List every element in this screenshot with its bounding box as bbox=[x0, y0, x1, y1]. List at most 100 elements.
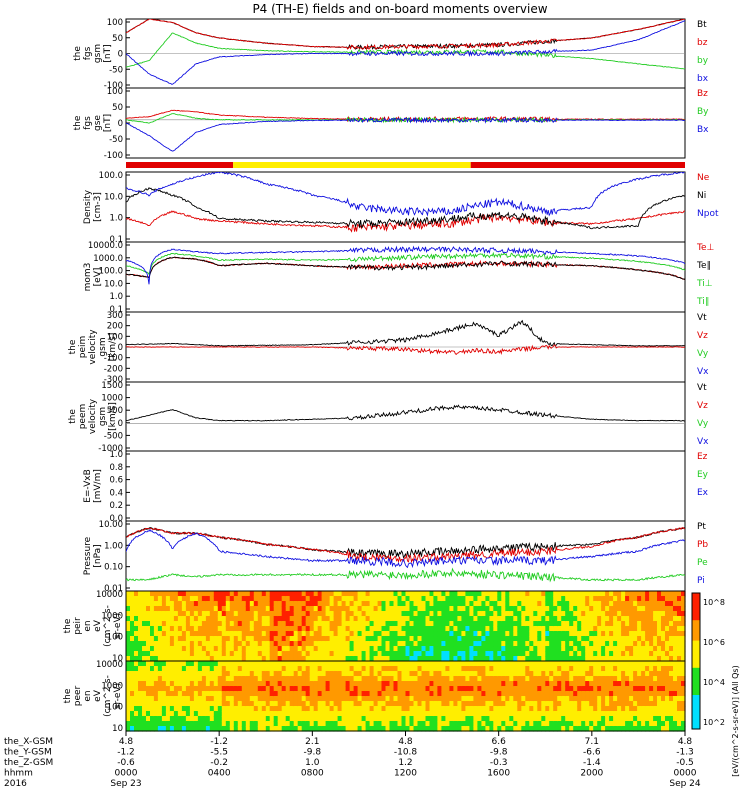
spectrogram-cell bbox=[637, 596, 642, 602]
spectrogram-cell bbox=[477, 701, 482, 707]
spectrogram-cell bbox=[142, 631, 147, 637]
spectrogram-cell bbox=[261, 726, 267, 732]
spectrogram-cell bbox=[637, 661, 642, 667]
spectrogram-cell bbox=[209, 706, 215, 712]
spectrogram-cell bbox=[281, 611, 287, 617]
spectrogram-cell bbox=[669, 626, 674, 632]
spectrogram-cell bbox=[349, 711, 355, 717]
spectrogram-cell bbox=[569, 701, 574, 707]
spectrogram-cell bbox=[629, 716, 634, 722]
spectrogram-cell bbox=[621, 661, 626, 667]
spectrogram-cell bbox=[589, 636, 594, 642]
spectrogram-cell bbox=[185, 646, 191, 652]
spectrogram-cell bbox=[309, 696, 315, 702]
spectrogram-cell bbox=[333, 606, 339, 612]
spectrogram-cell bbox=[142, 656, 147, 662]
legend-entry: Pi bbox=[697, 576, 705, 586]
spectrogram-cell bbox=[373, 651, 379, 657]
spectrogram-cell bbox=[134, 621, 139, 627]
spectrogram-cell bbox=[453, 716, 458, 722]
spectrogram-cell bbox=[437, 721, 442, 727]
spectrogram-cell bbox=[565, 631, 570, 637]
spectrogram-cell bbox=[489, 631, 494, 637]
colorbar-segment bbox=[692, 637, 700, 642]
spectrogram-cell bbox=[249, 706, 255, 712]
spectrogram-cell bbox=[509, 656, 514, 662]
spectrogram-cell bbox=[593, 666, 598, 672]
spectrogram-cell bbox=[213, 721, 219, 727]
spectrogram-cell bbox=[589, 626, 594, 632]
spectrogram-cell bbox=[181, 621, 187, 627]
spectrogram-cell bbox=[605, 611, 610, 617]
spectrogram-cell bbox=[585, 646, 590, 652]
spectrogram-cell bbox=[181, 606, 187, 612]
spectrogram-cell bbox=[189, 681, 195, 687]
spectrogram-cell bbox=[541, 591, 546, 597]
spectrogram-cell bbox=[585, 611, 590, 617]
spectrogram-cell bbox=[505, 726, 510, 732]
spectrogram-cell bbox=[142, 621, 147, 627]
spectrogram-cell bbox=[465, 691, 470, 697]
spectrogram-cell bbox=[553, 716, 558, 722]
spectrogram-cell bbox=[505, 591, 510, 597]
spectrogram-cell bbox=[613, 706, 618, 712]
spectrogram-cell bbox=[465, 721, 470, 727]
spectrogram-cell bbox=[601, 706, 606, 712]
spectrogram-cell bbox=[345, 701, 351, 707]
spectrogram-cell bbox=[469, 616, 474, 622]
spectrogram-cell bbox=[261, 701, 267, 707]
spectrogram-cell bbox=[225, 696, 231, 702]
spectrogram-cell bbox=[505, 611, 510, 617]
spectrogram-cell bbox=[361, 616, 367, 622]
spectrogram-cell bbox=[421, 696, 427, 702]
spectrogram-cell bbox=[525, 656, 530, 662]
spectrogram-cell bbox=[557, 621, 562, 627]
spectrogram-cell bbox=[265, 721, 271, 727]
spectrogram-cell bbox=[397, 631, 403, 637]
spectrogram-cell bbox=[533, 701, 538, 707]
spectrogram-cell bbox=[609, 631, 614, 637]
spectrogram-cell bbox=[609, 701, 614, 707]
legend-entry: bx bbox=[697, 74, 709, 84]
spectrogram-cell bbox=[649, 646, 654, 652]
spectrogram-cell bbox=[138, 591, 143, 597]
spectrogram-cell bbox=[297, 596, 303, 602]
colorbar-segment bbox=[692, 650, 700, 655]
spectrogram-cell bbox=[625, 656, 630, 662]
spectrogram-cell bbox=[665, 631, 670, 637]
y-axis-label: the peim velocity gsm [km/s] bbox=[68, 329, 118, 365]
spectrogram-cell bbox=[281, 631, 287, 637]
spectrogram-cell bbox=[397, 656, 403, 662]
spectrogram-cell bbox=[297, 611, 303, 617]
spectrogram-cell bbox=[473, 651, 478, 657]
spectrogram-cell bbox=[453, 661, 458, 667]
spectrogram-cell bbox=[441, 616, 446, 622]
spectrogram-cell bbox=[517, 631, 522, 637]
spectrogram-cell bbox=[525, 701, 530, 707]
spectrogram-cell bbox=[201, 696, 207, 702]
spectrogram-cell bbox=[649, 706, 654, 712]
spectrogram-cell bbox=[641, 601, 646, 607]
spectrogram-cell bbox=[425, 706, 431, 712]
spectrogram-cell bbox=[621, 636, 626, 642]
spectrogram-cell bbox=[469, 726, 474, 732]
spectrogram-cell bbox=[485, 666, 490, 672]
spectrogram-cell bbox=[681, 716, 686, 722]
spectrogram-cell bbox=[134, 656, 139, 662]
spectrogram-cell bbox=[229, 621, 235, 627]
spectrogram-cell bbox=[165, 616, 171, 622]
spectrogram-cell bbox=[345, 661, 351, 667]
spectrogram-cell bbox=[269, 651, 275, 657]
spectrogram-cell bbox=[146, 636, 151, 642]
spectrogram-cell bbox=[597, 666, 602, 672]
spectrogram-cell bbox=[333, 596, 339, 602]
spectrogram-cell bbox=[577, 676, 582, 682]
spectrogram-cell bbox=[513, 646, 518, 652]
spectrogram-cell bbox=[217, 656, 223, 662]
spectrogram-cell bbox=[501, 691, 506, 697]
spectrogram-cell bbox=[297, 681, 303, 687]
spectrogram-cell bbox=[525, 661, 530, 667]
spectrogram-cell bbox=[205, 626, 211, 632]
spectrogram-cell bbox=[425, 661, 431, 667]
